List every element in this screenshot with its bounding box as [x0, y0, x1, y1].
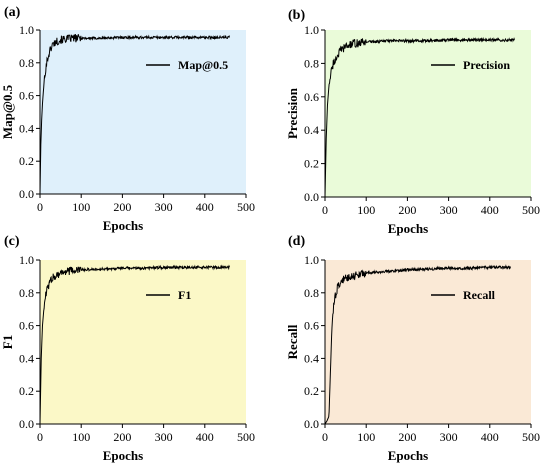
x-tick-label: 200 [113, 430, 131, 444]
y-tick-label: 0.0 [19, 187, 34, 201]
y-axis-label: Recall [285, 324, 300, 359]
x-tick-label: 100 [357, 203, 375, 217]
y-tick-label: 0.8 [19, 56, 34, 70]
y-tick-label: 1.0 [19, 253, 34, 267]
y-tick-label: 0.0 [304, 417, 319, 431]
y-tick-label: 0.2 [19, 154, 34, 168]
x-tick-label: 0 [37, 200, 43, 214]
x-tick-label: 300 [155, 200, 173, 214]
y-tick-label: 0.8 [304, 286, 319, 300]
chart-panel-3: (c) 0 100 200 300 400 500 0.0 0.2 0.4 0.6 0.8 1.0 Epo… [0, 234, 255, 463]
y-tick-label: 0.8 [19, 286, 34, 300]
x-tick-label: 500 [522, 203, 540, 217]
legend-label: Precision [463, 58, 510, 72]
x-tick-label: 400 [481, 430, 499, 444]
y-tick-label: 0.0 [19, 417, 34, 431]
x-tick-label: 400 [196, 200, 214, 214]
plot-background [325, 260, 531, 424]
x-tick-label: 300 [155, 430, 173, 444]
series-line [324, 264, 511, 425]
x-tick-label: 500 [522, 430, 540, 444]
y-axis-label: F1 [0, 335, 15, 349]
legend-label: F1 [178, 288, 191, 302]
x-tick-label: 100 [72, 430, 90, 444]
plot-background [325, 30, 531, 197]
y-tick-label: 0.2 [19, 384, 34, 398]
y-tick-label: 1.0 [19, 23, 34, 37]
series-line [324, 36, 515, 198]
x-tick-label: 0 [37, 430, 43, 444]
x-tick-label: 200 [398, 430, 416, 444]
y-tick-label: 0.4 [304, 351, 319, 365]
legend-label: Recall [463, 288, 496, 302]
y-tick-label: 0.4 [19, 351, 34, 365]
panel-label: (d) [288, 234, 305, 249]
y-tick-label: 0.6 [19, 319, 34, 333]
x-tick-label: 300 [440, 430, 458, 444]
y-tick-label: 0.6 [304, 90, 319, 104]
panel-label: (a) [4, 5, 21, 20]
x-tick-label: 200 [113, 200, 131, 214]
plot-background [40, 30, 246, 194]
y-tick-label: 1.0 [304, 23, 319, 37]
y-tick-label: 0.6 [19, 89, 34, 103]
x-tick-label: 400 [196, 430, 214, 444]
x-tick-label: 500 [237, 430, 255, 444]
x-tick-label: 200 [398, 203, 416, 217]
y-tick-label: 0.2 [304, 384, 319, 398]
legend-label: Map@0.5 [178, 58, 228, 72]
y-tick-label: 0.4 [304, 123, 319, 137]
x-axis-label: Epochs [388, 221, 428, 236]
x-tick-label: 300 [440, 203, 458, 217]
x-axis-label: Epochs [388, 448, 428, 463]
chart-panel-1: (a) 0 100 200 300 400 500 0.0 0.2 0.4 0.6 0.8 1.0 Epo… [0, 5, 255, 233]
y-axis-label: Precision [285, 87, 300, 139]
y-tick-label: 0.4 [19, 121, 34, 135]
x-tick-label: 0 [322, 430, 328, 444]
series-line [39, 34, 230, 195]
y-axis-label: Map@0.5 [0, 84, 15, 139]
x-tick-label: 400 [481, 203, 499, 217]
chart-panel-4: (d) 0 100 200 300 400 500 0.0 0.2 0.4 0.6 0.8 1.0 Epo… [285, 234, 540, 463]
x-tick-label: 500 [237, 200, 255, 214]
y-tick-label: 0.8 [304, 56, 319, 70]
y-tick-label: 1.0 [304, 253, 319, 267]
panel-label: (c) [4, 234, 20, 249]
x-tick-label: 100 [357, 430, 375, 444]
y-tick-label: 0.2 [304, 157, 319, 171]
x-axis-label: Epochs [103, 218, 143, 233]
y-tick-label: 0.6 [304, 319, 319, 333]
chart-panel-2: (b) 0 100 200 300 400 500 0.0 0.2 0.4 0.6 0.8 1.0 Epo… [285, 8, 540, 236]
panel-label: (b) [288, 8, 305, 23]
plot-background [40, 260, 246, 424]
series-line [39, 264, 230, 425]
x-tick-label: 0 [322, 203, 328, 217]
y-tick-label: 0.0 [304, 190, 319, 204]
x-axis-label: Epochs [103, 448, 143, 463]
x-tick-label: 100 [72, 200, 90, 214]
